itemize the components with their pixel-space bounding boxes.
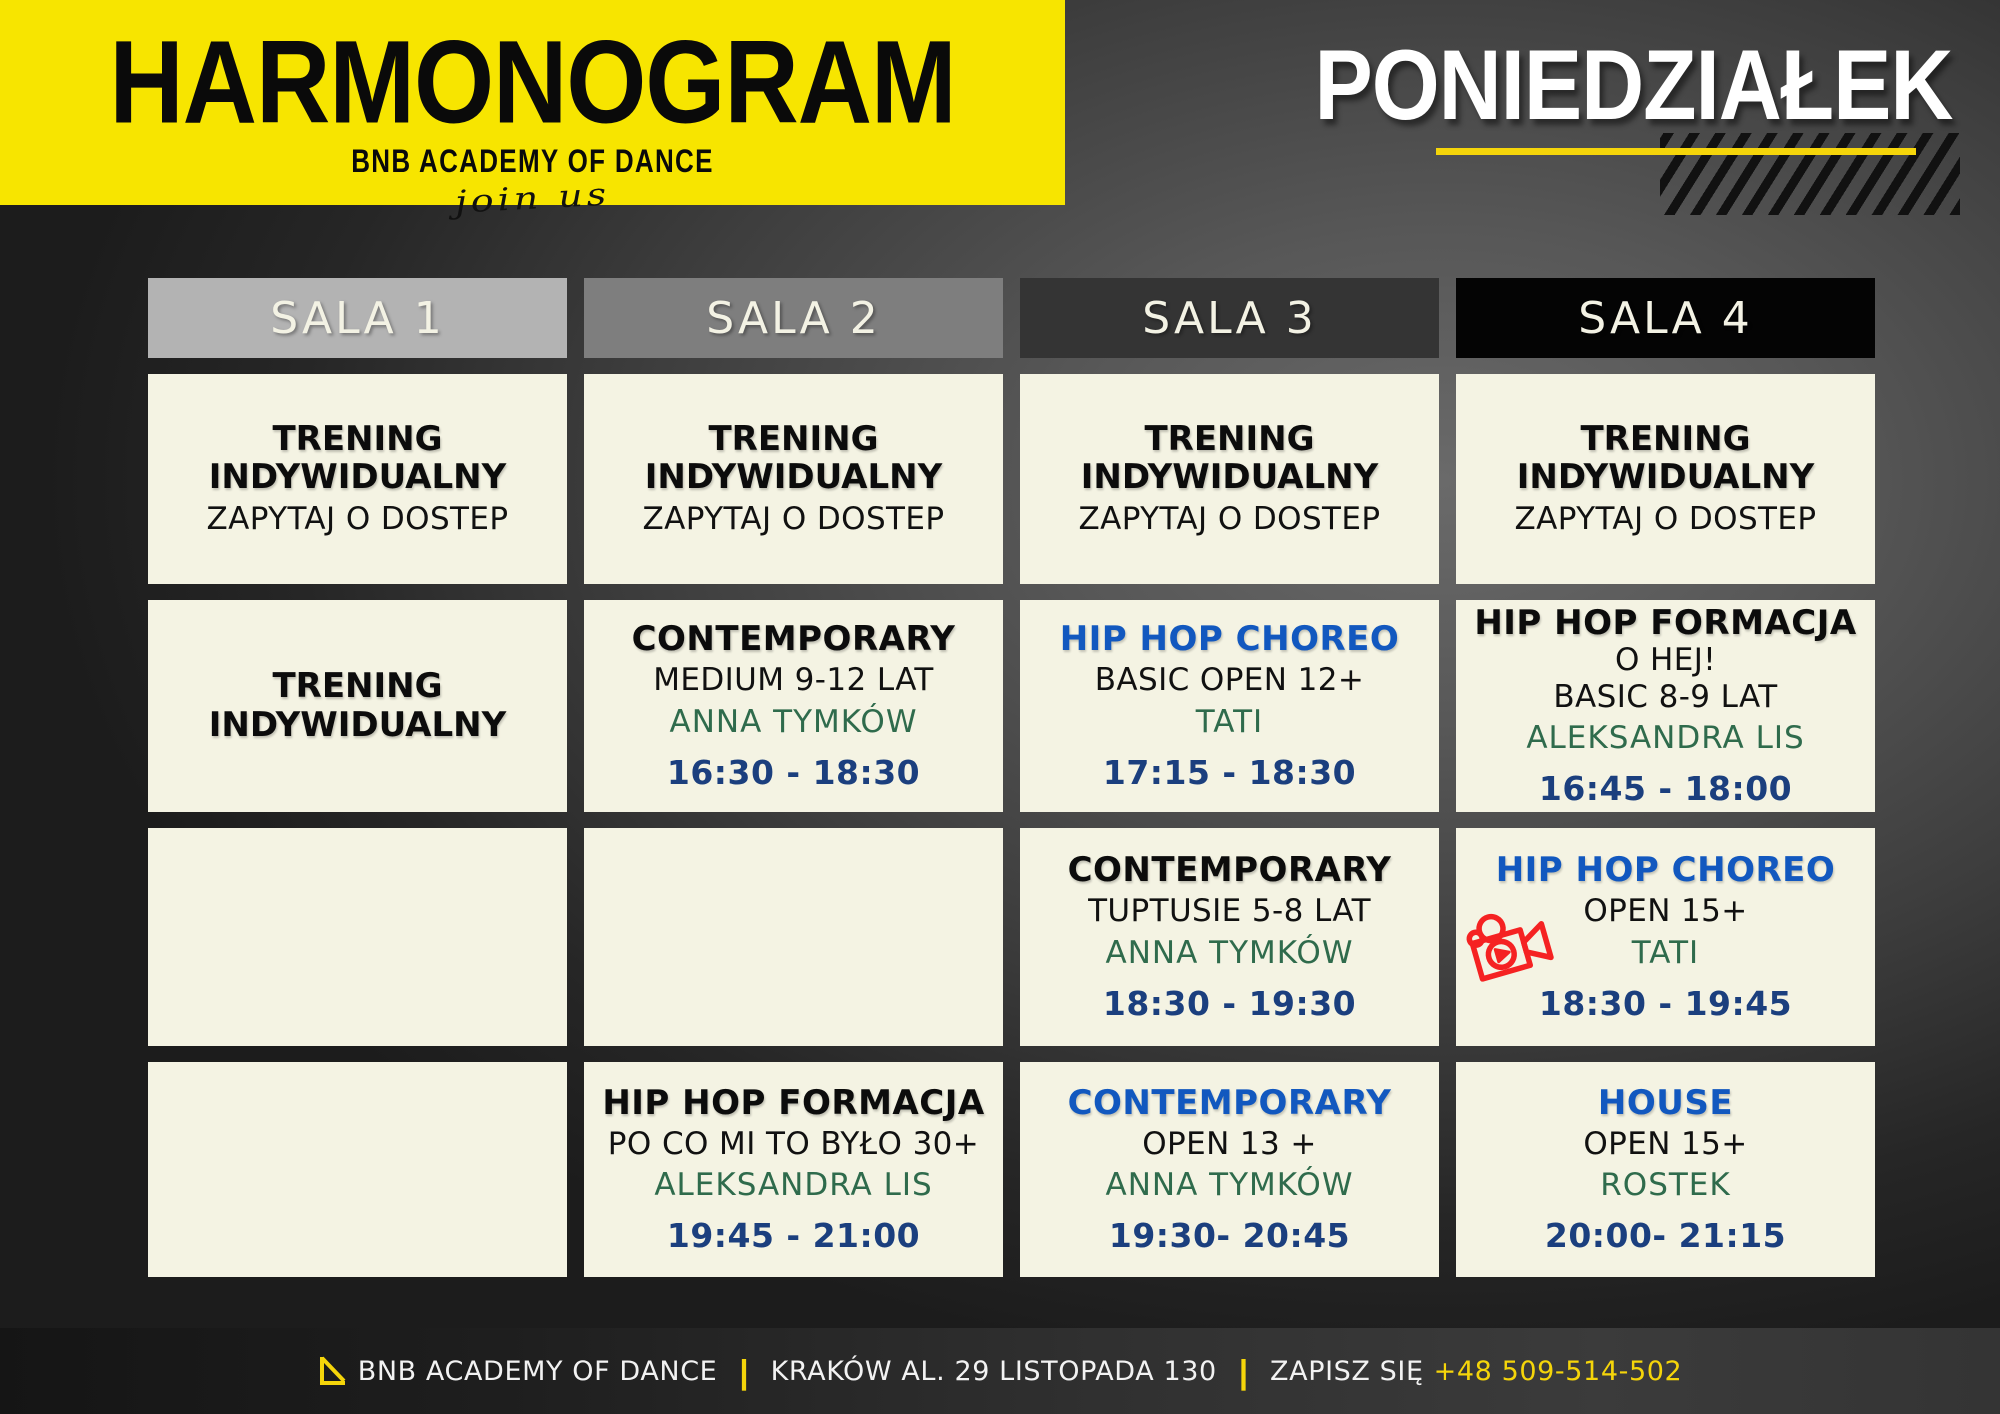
- day-title: PONIEDZIAŁEK: [1314, 29, 1953, 141]
- class-subtitle: ZAPYTAJ O DOSTEP: [642, 501, 945, 538]
- footer-address: KRAKÓW AL. 29 LISTOPADA 130: [770, 1355, 1217, 1387]
- class-level: OPEN 13 +: [1142, 1125, 1317, 1162]
- footer-brand: BNB ACADEMY OF DANCE: [357, 1355, 718, 1387]
- class-card[interactable]: HOUSE OPEN 15+ ROSTEK 20:00- 21:15: [1456, 1062, 1875, 1277]
- grid-header-row: SALA 1 SALA 2 SALA 3 SALA 4: [148, 278, 1878, 358]
- empty-slot: [148, 828, 567, 1046]
- day-underline-decoration: [1436, 148, 1916, 155]
- class-card[interactable]: CONTEMPORARY MEDIUM 9-12 LAT ANNA TYMKÓW…: [584, 600, 1003, 812]
- class-time: 18:30 - 19:30: [1102, 983, 1357, 1023]
- footer-phone[interactable]: +48 509-514-502: [1433, 1355, 1683, 1387]
- class-title: HIP HOP FORMACJA: [1474, 602, 1857, 643]
- class-title-line2: INDYWIDUALNY: [1516, 457, 1815, 498]
- column-sala-2: SALA 2: [584, 278, 1003, 358]
- class-title: TRENING: [708, 418, 879, 459]
- class-card[interactable]: TRENING INDYWIDUALNY ZAPYTAJ O DOSTEP: [1456, 374, 1875, 584]
- class-subtitle: ZAPYTAJ O DOSTEP: [1514, 501, 1817, 538]
- class-card[interactable]: TRENING INDYWIDUALNY: [148, 600, 567, 812]
- column-sala-4: SALA 4: [1456, 278, 1875, 358]
- class-title: TRENING: [272, 418, 443, 459]
- class-subtitle: ZAPYTAJ O DOSTEP: [1078, 501, 1381, 538]
- class-instructor: TATI: [1195, 703, 1264, 740]
- class-title: HIP HOP CHOREO: [1495, 850, 1836, 891]
- class-card[interactable]: HIP HOP FORMACJA O HEJ! BASIC 8-9 LAT AL…: [1456, 600, 1875, 812]
- class-level: OPEN 15+: [1583, 893, 1748, 930]
- schedule-row: HIP HOP FORMACJA PO CO MI TO BYŁO 30+ AL…: [148, 1062, 1878, 1277]
- class-level: OPEN 15+: [1583, 1125, 1748, 1162]
- class-title: CONTEMPORARY: [1067, 850, 1392, 891]
- column-header-sala-4: SALA 4: [1456, 278, 1875, 358]
- column-sala-3: SALA 3: [1020, 278, 1439, 358]
- class-title: TRENING: [272, 666, 443, 707]
- class-card[interactable]: TRENING INDYWIDUALNY ZAPYTAJ O DOSTEP: [148, 374, 567, 584]
- column-header-sala-1: SALA 1: [148, 278, 567, 358]
- class-instructor: ANNA TYMKÓW: [1105, 934, 1354, 971]
- class-title-line2: INDYWIDUALNY: [208, 705, 507, 745]
- class-card[interactable]: CONTEMPORARY TUPTUSIE 5-8 LAT ANNA TYMKÓ…: [1020, 828, 1439, 1046]
- class-title: HOUSE: [1597, 1082, 1734, 1123]
- schedule-row: CONTEMPORARY TUPTUSIE 5-8 LAT ANNA TYMKÓ…: [148, 828, 1878, 1046]
- page-title: HARMONOGRAM: [109, 17, 956, 149]
- class-title: CONTEMPORARY: [631, 619, 956, 660]
- class-time: 16:30 - 18:30: [666, 752, 921, 792]
- footer-cta: ZAPISZ SIĘ: [1270, 1355, 1424, 1387]
- class-time: 16:45 - 18:00: [1538, 769, 1793, 809]
- class-level: BASIC OPEN 12+: [1094, 662, 1365, 699]
- column-header-sala-3: SALA 3: [1020, 278, 1439, 358]
- schedule-row: TRENING INDYWIDUALNY CONTEMPORARY MEDIUM…: [148, 600, 1878, 812]
- class-card[interactable]: TRENING INDYWIDUALNY ZAPYTAJ O DOSTEP: [1020, 374, 1439, 584]
- class-group-name: O HEJ!: [1614, 641, 1717, 678]
- class-title-line2: INDYWIDUALNY: [208, 457, 507, 498]
- class-time: 17:15 - 18:30: [1102, 752, 1357, 792]
- class-time: 19:45 - 21:00: [666, 1216, 921, 1256]
- video-camera-icon: [1466, 913, 1554, 982]
- title-block: HARMONOGRAM BNB ACADEMY OF DANCE join us: [0, 0, 1065, 220]
- class-time: 18:30 - 19:45: [1538, 983, 1793, 1023]
- class-title: TRENING: [1580, 418, 1751, 459]
- poster-footer: BNB ACADEMY OF DANCE | KRAKÓW AL. 29 LIS…: [0, 1328, 2000, 1414]
- class-instructor: ALEKSANDRA LIS: [1526, 720, 1805, 757]
- class-card[interactable]: HIP HOP FORMACJA PO CO MI TO BYŁO 30+ AL…: [584, 1062, 1003, 1277]
- class-title: HIP HOP FORMACJA: [602, 1082, 985, 1123]
- class-card[interactable]: CONTEMPORARY OPEN 13 + ANNA TYMKÓW 19:30…: [1020, 1062, 1439, 1277]
- class-title-line2: INDYWIDUALNY: [644, 457, 943, 498]
- footer-separator: |: [1238, 1352, 1249, 1390]
- schedule-row: TRENING INDYWIDUALNY ZAPYTAJ O DOSTEP TR…: [148, 374, 1878, 584]
- schedule-grid: SALA 1 SALA 2 SALA 3 SALA 4 TRENING INDY…: [148, 278, 1878, 1293]
- class-instructor: TATI: [1631, 934, 1700, 971]
- class-title: TRENING: [1144, 418, 1315, 459]
- class-subtitle: ZAPYTAJ O DOSTEP: [206, 501, 509, 538]
- class-title: HIP HOP CHOREO: [1059, 619, 1400, 660]
- class-time: 19:30- 20:45: [1108, 1216, 1351, 1256]
- class-instructor: ANNA TYMKÓW: [1105, 1167, 1354, 1204]
- class-card[interactable]: HIP HOP CHOREO BASIC OPEN 12+ TATI 17:15…: [1020, 600, 1439, 812]
- empty-slot: [584, 828, 1003, 1046]
- empty-slot: [148, 1062, 567, 1277]
- class-instructor: ROSTEK: [1600, 1167, 1731, 1204]
- class-time: 20:00- 21:15: [1544, 1216, 1787, 1256]
- diagonal-stripes-decoration: [1660, 133, 1960, 215]
- class-card[interactable]: TRENING INDYWIDUALNY ZAPYTAJ O DOSTEP: [584, 374, 1003, 584]
- class-level: BASIC 8-9 LAT: [1553, 678, 1778, 715]
- class-level: TUPTUSIE 5-8 LAT: [1088, 893, 1371, 930]
- class-title-line2: INDYWIDUALNY: [1080, 457, 1379, 498]
- poster-header: HARMONOGRAM BNB ACADEMY OF DANCE join us…: [0, 0, 2000, 220]
- class-card[interactable]: HIP HOP CHOREO OPEN 15+ TATI 18:30 - 19:…: [1456, 828, 1875, 1046]
- class-level: MEDIUM 9-12 LAT: [653, 662, 934, 699]
- class-group-name: PO CO MI TO BYŁO 30+: [607, 1125, 980, 1162]
- column-sala-1: SALA 1: [148, 278, 567, 358]
- class-instructor: ALEKSANDRA LIS: [654, 1167, 933, 1204]
- class-instructor: ANNA TYMKÓW: [669, 703, 918, 740]
- academy-name: BNB ACADEMY OF DANCE: [351, 142, 714, 180]
- footer-separator: |: [739, 1352, 749, 1390]
- class-title: CONTEMPORARY: [1067, 1082, 1392, 1123]
- arrow-down-right-icon: [319, 1356, 346, 1385]
- column-header-sala-2: SALA 2: [584, 278, 1003, 358]
